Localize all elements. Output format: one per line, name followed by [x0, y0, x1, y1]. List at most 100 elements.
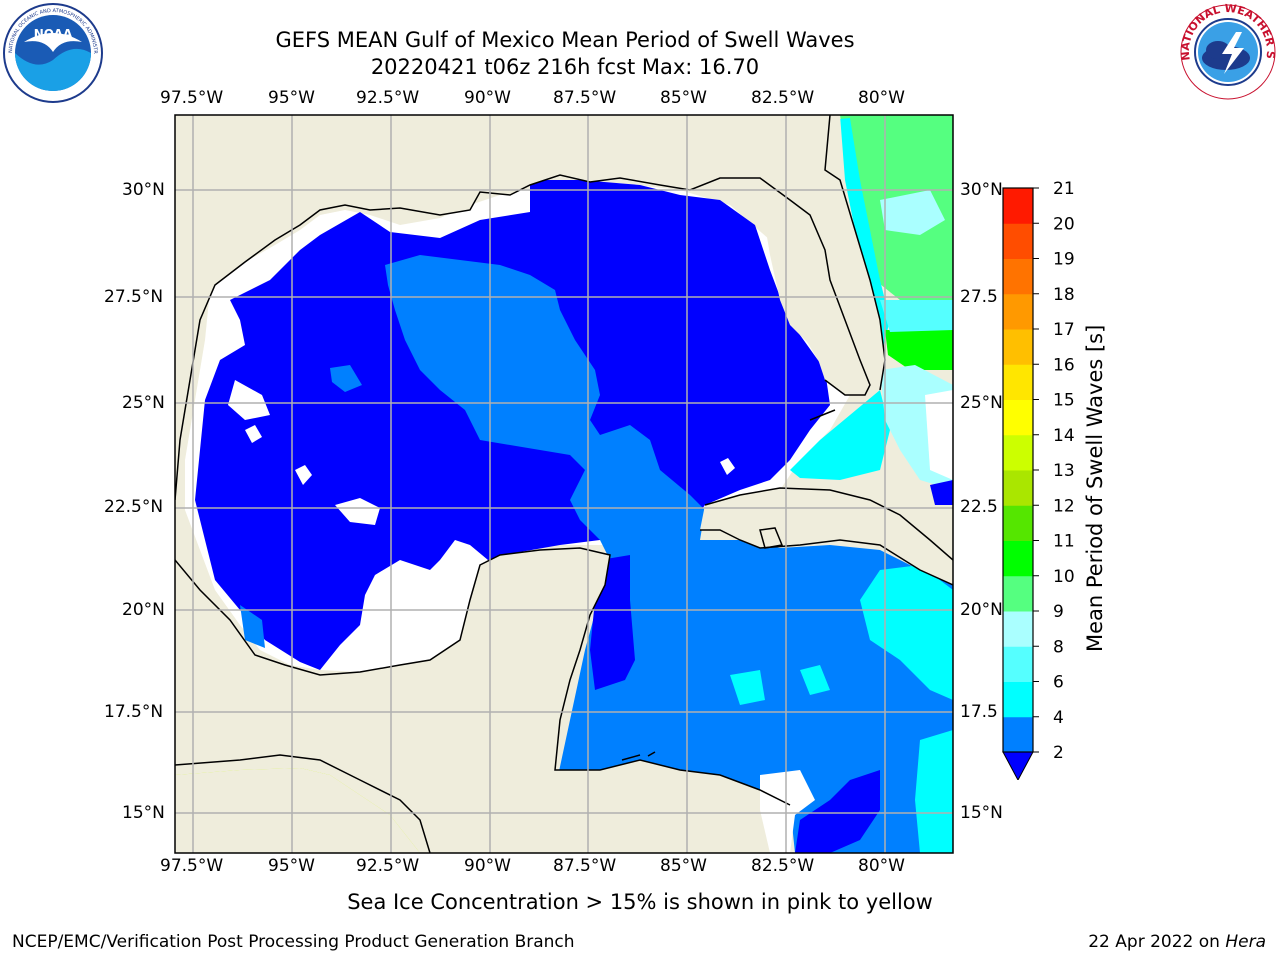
no-data-hole	[335, 498, 380, 525]
lon-tick-bottom: 82.5°W	[751, 856, 815, 876]
land-central-america	[555, 770, 780, 853]
no-data-hole	[228, 380, 270, 420]
colorbar-label: Mean Period of Swell Waves [s]	[1083, 324, 1107, 652]
map-subtitle: 20220421 t06z 216h fcst Max: 16.70	[370, 55, 760, 79]
lon-tick-bottom: 95°W	[268, 856, 315, 876]
swell-period-2-4	[240, 605, 265, 648]
colorbar: 2 4 6 8 9 10 11 12 13 14 15 16 17 18 19 20 21	[1002, 180, 1075, 780]
lat-tick-right: 20°N	[960, 600, 1003, 620]
credit-line: NCEP/EMC/Verification Post Processing Pr…	[12, 932, 575, 952]
graticule	[175, 115, 953, 853]
colorbar-segment	[1003, 540, 1033, 577]
lon-tick-bottom: 90°W	[464, 856, 511, 876]
swell-period-6-8	[880, 300, 953, 332]
coastline	[175, 115, 953, 853]
colorbar-tick-label: 17	[1053, 320, 1075, 340]
no-data-region	[760, 770, 815, 853]
swell-period-4-6	[730, 670, 765, 705]
lat-tick-left: 20°N	[122, 600, 165, 620]
colorbar-segment	[1003, 188, 1033, 224]
colorbar-tick-label: 14	[1053, 426, 1075, 446]
colorbar-segment	[1003, 364, 1033, 400]
swell-period-10-11	[885, 330, 953, 370]
swell-period-under-2	[930, 480, 953, 505]
lon-tick-bottom: 80°W	[858, 856, 905, 876]
lat-tick-right: 30°N	[960, 180, 1003, 200]
colorbar-segment	[1003, 329, 1033, 365]
lat-tick-right: 25°N	[960, 393, 1003, 413]
lon-tick-bottom: 97.5°W	[160, 856, 224, 876]
colorbar-tick-label: 20	[1053, 214, 1075, 234]
lon-tick-bottom: 92.5°W	[356, 856, 420, 876]
colorbar-segment	[1003, 399, 1033, 436]
land-islands	[920, 540, 953, 580]
colorbar-tick-label: 12	[1053, 496, 1075, 516]
colorbar-segment	[1003, 293, 1033, 330]
colorbar-segment	[1003, 470, 1033, 506]
lon-tick-top: 87.5°W	[553, 88, 617, 108]
colorbar-tick-label: 2	[1053, 743, 1064, 763]
colorbar-tick-label: 13	[1053, 461, 1075, 481]
date-text: 22 Apr 2022 on	[1088, 932, 1226, 952]
colorbar-tick-label: 16	[1053, 355, 1075, 375]
colorbar-segment	[1003, 646, 1033, 682]
lat-tick-left: 27.5°N	[104, 287, 164, 307]
lat-tick-right: 17.5	[960, 702, 998, 722]
no-data-hole	[720, 458, 735, 475]
swell-period-4-6	[860, 565, 953, 700]
lon-tick-bottom: 85°W	[660, 856, 707, 876]
colorbar-segment	[1003, 505, 1033, 541]
land-cuba	[700, 488, 953, 585]
machine-name: Hera	[1225, 932, 1266, 952]
colorbar-tick-label: 18	[1053, 285, 1075, 305]
colorbar-segment	[1003, 575, 1033, 612]
land-florida	[760, 195, 870, 395]
colorbar-tick-label: 9	[1053, 602, 1064, 622]
lon-tick-top: 82.5°W	[751, 88, 815, 108]
colorbar-tick-label: 8	[1053, 637, 1064, 657]
lat-tick-left: 25°N	[122, 393, 165, 413]
lon-tick-top: 95°W	[268, 88, 315, 108]
sea-ice-caption: Sea Ice Concentration > 15% is shown in …	[0, 890, 1280, 914]
no-data-hole	[245, 425, 262, 443]
colorbar-segment	[1003, 716, 1033, 753]
lon-tick-top: 92.5°W	[356, 88, 420, 108]
lat-tick-right: 15°N	[960, 803, 1003, 823]
colorbar-tick-label: 21	[1053, 180, 1075, 199]
lon-tick-top: 90°W	[464, 88, 511, 108]
swell-period-4-6	[915, 730, 953, 853]
date-stamp: 22 Apr 2022 on Hera	[1088, 932, 1266, 952]
map-frame	[174, 114, 954, 854]
lon-tick-top: 85°W	[660, 88, 707, 108]
swell-period-4-6	[790, 390, 890, 480]
colorbar-tick-label: 19	[1053, 250, 1075, 270]
swell-period-2-4	[385, 255, 953, 853]
colorbar-segment	[1003, 681, 1033, 718]
lon-tick-bottom: 87.5°W	[553, 856, 617, 876]
lat-tick-left: 30°N	[122, 180, 165, 200]
swell-period-under-2	[795, 770, 880, 853]
lat-tick-left: 15°N	[122, 803, 165, 823]
colorbar-tick-label: 6	[1053, 673, 1064, 693]
nws-logo: NATIONAL WEATHER SERVICE	[1178, 2, 1277, 100]
lat-tick-left: 17.5°N	[104, 702, 164, 722]
lon-tick-top: 80°W	[858, 88, 905, 108]
land-florida-east	[825, 115, 885, 390]
land-north-america	[175, 115, 830, 500]
lat-tick-right: 22.5	[960, 497, 998, 517]
colorbar-tick-label: 10	[1053, 567, 1075, 587]
lon-tick-top: 97.5°W	[160, 88, 224, 108]
no-data-region	[925, 390, 953, 480]
no-data-hole	[295, 465, 312, 485]
noaa-logo: NOAA NATIONAL OCEANIC AND ATMOSPHERIC AD…	[2, 2, 103, 103]
lat-tick-right: 27.5	[960, 287, 998, 307]
colorbar-tick-label: 4	[1053, 708, 1064, 728]
colorbar-under-triangle	[1002, 751, 1034, 780]
lat-tick-left: 22.5°N	[104, 497, 164, 517]
map-title: GEFS MEAN Gulf of Mexico Mean Period of …	[275, 28, 855, 52]
swell-period-4-6	[800, 665, 830, 695]
colorbar-segment	[1003, 258, 1033, 295]
colorbar-tick-label: 15	[1053, 391, 1075, 411]
noaa-logo-text: NOAA	[34, 27, 73, 41]
